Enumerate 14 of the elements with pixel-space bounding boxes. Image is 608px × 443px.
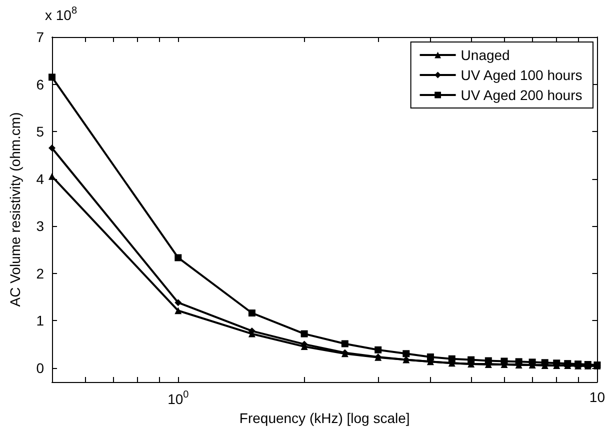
- y-tick-label: 1: [36, 312, 44, 329]
- y-tick-label: 4: [36, 170, 44, 187]
- y-tick-label: 0: [36, 360, 44, 376]
- y-tick-label: 5: [36, 124, 44, 140]
- x-tick-label: 10: [589, 389, 606, 405]
- legend-label: Unaged: [460, 47, 510, 63]
- y-tick-label: 7: [36, 29, 44, 45]
- x-axis-title: Frequency (kHz) [log scale]: [239, 410, 410, 426]
- legend-label: UV Aged 200 hours: [460, 87, 582, 103]
- y-tick-label: 2: [36, 265, 44, 282]
- y-tick-label: 6: [36, 76, 44, 92]
- y-tick-label: 3: [36, 218, 44, 234]
- y-axis-title: AC Volume resistivity (ohm.cm): [7, 112, 23, 307]
- legend-label: UV Aged 100 hours: [460, 67, 582, 83]
